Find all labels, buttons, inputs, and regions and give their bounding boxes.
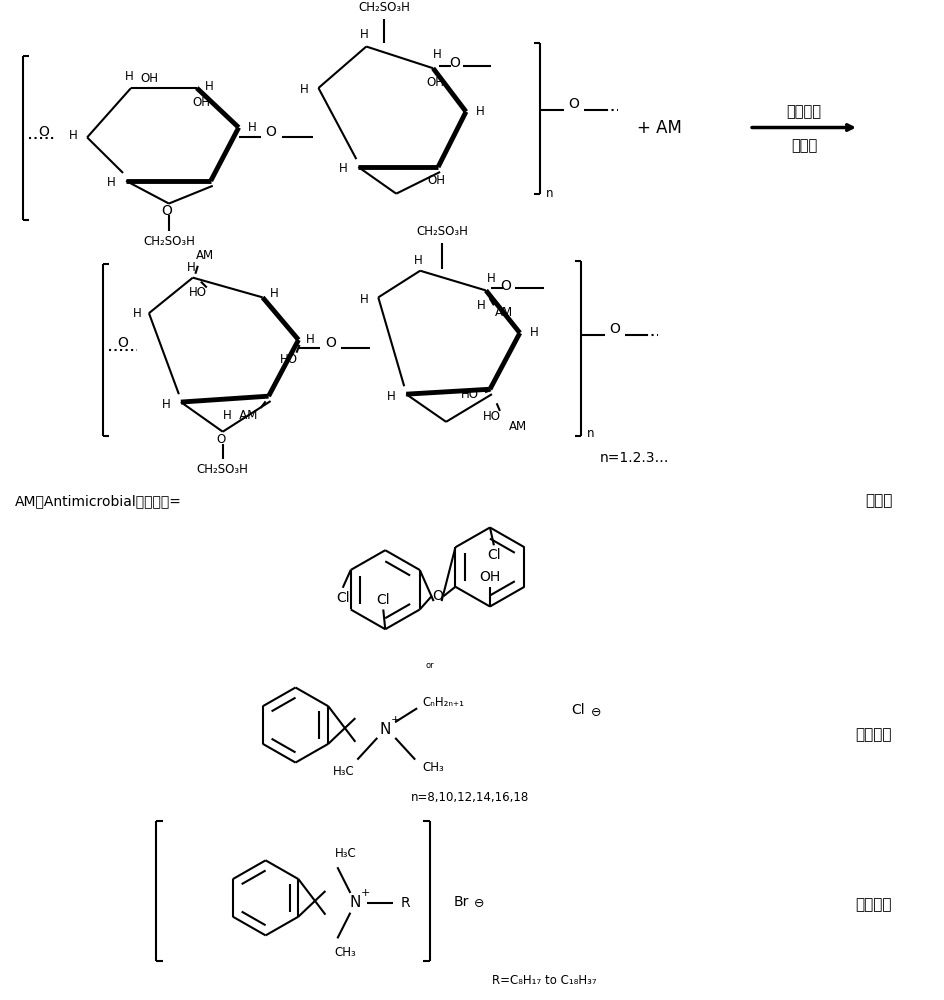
Text: CH₂SO₃H: CH₂SO₃H: [415, 225, 467, 238]
Text: O: O: [500, 279, 511, 293]
Text: H  AM: H AM: [224, 409, 258, 422]
Text: H: H: [360, 28, 368, 41]
Text: OH: OH: [427, 174, 445, 187]
Text: HO: HO: [461, 388, 479, 401]
Text: H: H: [186, 261, 195, 274]
Text: H: H: [125, 70, 133, 83]
Text: H: H: [475, 105, 484, 118]
Text: H: H: [204, 80, 213, 93]
Text: R=C₈H₁₇ to C₁₈H₃₇: R=C₈H₁₇ to C₁₈H₃₇: [492, 974, 597, 987]
Text: O: O: [161, 204, 172, 218]
Text: O: O: [449, 56, 460, 70]
Text: ⊖: ⊖: [590, 706, 600, 719]
Text: ⊖: ⊖: [473, 897, 483, 910]
Text: HO: HO: [482, 410, 500, 423]
Text: H: H: [360, 293, 368, 306]
Text: CH₂SO₃H: CH₂SO₃H: [143, 235, 194, 248]
Text: N: N: [349, 895, 361, 910]
Text: H₃C: H₃C: [332, 765, 354, 778]
Text: H: H: [270, 287, 278, 300]
Text: H: H: [486, 272, 495, 285]
Text: OH: OH: [479, 570, 500, 584]
Text: R: R: [400, 896, 410, 910]
Text: 苯扎氯铵: 苯扎氯铵: [854, 727, 891, 742]
Text: H₃C: H₃C: [334, 847, 356, 860]
Text: + AM: + AM: [636, 119, 682, 137]
Text: 自组装: 自组装: [790, 138, 817, 153]
Text: 苯扎溴铵: 苯扎溴铵: [854, 897, 891, 912]
Text: n: n: [586, 427, 594, 440]
Text: CH₂SO₃H: CH₂SO₃H: [196, 463, 248, 476]
Text: AM: AM: [508, 420, 527, 433]
Text: AM: AM: [495, 306, 513, 319]
Text: H: H: [132, 307, 142, 320]
Text: OH: OH: [193, 96, 211, 109]
Text: N: N: [379, 722, 391, 737]
Text: O: O: [216, 433, 225, 446]
Text: +: +: [361, 888, 370, 898]
Text: 三氯生: 三氯生: [864, 493, 891, 508]
Text: Br: Br: [453, 895, 468, 909]
Text: H: H: [432, 48, 441, 61]
Text: H: H: [529, 326, 538, 339]
Text: AM，Antimicrobial，抑菌剂=: AM，Antimicrobial，抑菌剂=: [15, 494, 182, 508]
Text: O: O: [265, 125, 276, 139]
Text: H: H: [248, 121, 257, 134]
Text: Cl: Cl: [376, 593, 390, 607]
Text: H: H: [386, 390, 396, 403]
Text: n=8,10,12,14,16,18: n=8,10,12,14,16,18: [411, 791, 529, 804]
Text: H: H: [476, 299, 485, 312]
Text: n=1.2.3…: n=1.2.3…: [599, 451, 668, 465]
Text: O: O: [431, 589, 443, 603]
Text: H: H: [107, 176, 115, 189]
Text: H: H: [300, 83, 309, 96]
Text: n: n: [546, 187, 553, 200]
Text: H: H: [69, 129, 77, 142]
Text: or: or: [426, 661, 434, 670]
Text: O: O: [567, 97, 579, 111]
Text: OH: OH: [140, 72, 158, 85]
Text: Cl: Cl: [570, 703, 584, 717]
Text: HO: HO: [279, 353, 297, 366]
Text: CH₃: CH₃: [422, 761, 444, 774]
Text: OH: OH: [426, 76, 444, 89]
Text: CH₂SO₃H: CH₂SO₃H: [358, 1, 410, 14]
Text: H: H: [339, 162, 347, 175]
Text: O: O: [609, 322, 619, 336]
Text: O: O: [325, 336, 335, 350]
Text: Cl: Cl: [335, 591, 349, 605]
Text: O: O: [117, 336, 128, 350]
Text: H: H: [306, 333, 314, 346]
Text: CₙH₂ₙ₊₁: CₙH₂ₙ₊₁: [422, 696, 464, 709]
Text: AM: AM: [195, 249, 213, 262]
Text: H: H: [161, 398, 170, 411]
Text: HO: HO: [189, 286, 207, 299]
Text: O: O: [38, 125, 49, 139]
Text: H: H: [413, 254, 422, 267]
Text: Cl: Cl: [486, 548, 500, 562]
Text: 高速剪切: 高速剪切: [785, 104, 820, 119]
Text: +: +: [390, 715, 399, 725]
Text: CH₃: CH₃: [334, 946, 356, 959]
